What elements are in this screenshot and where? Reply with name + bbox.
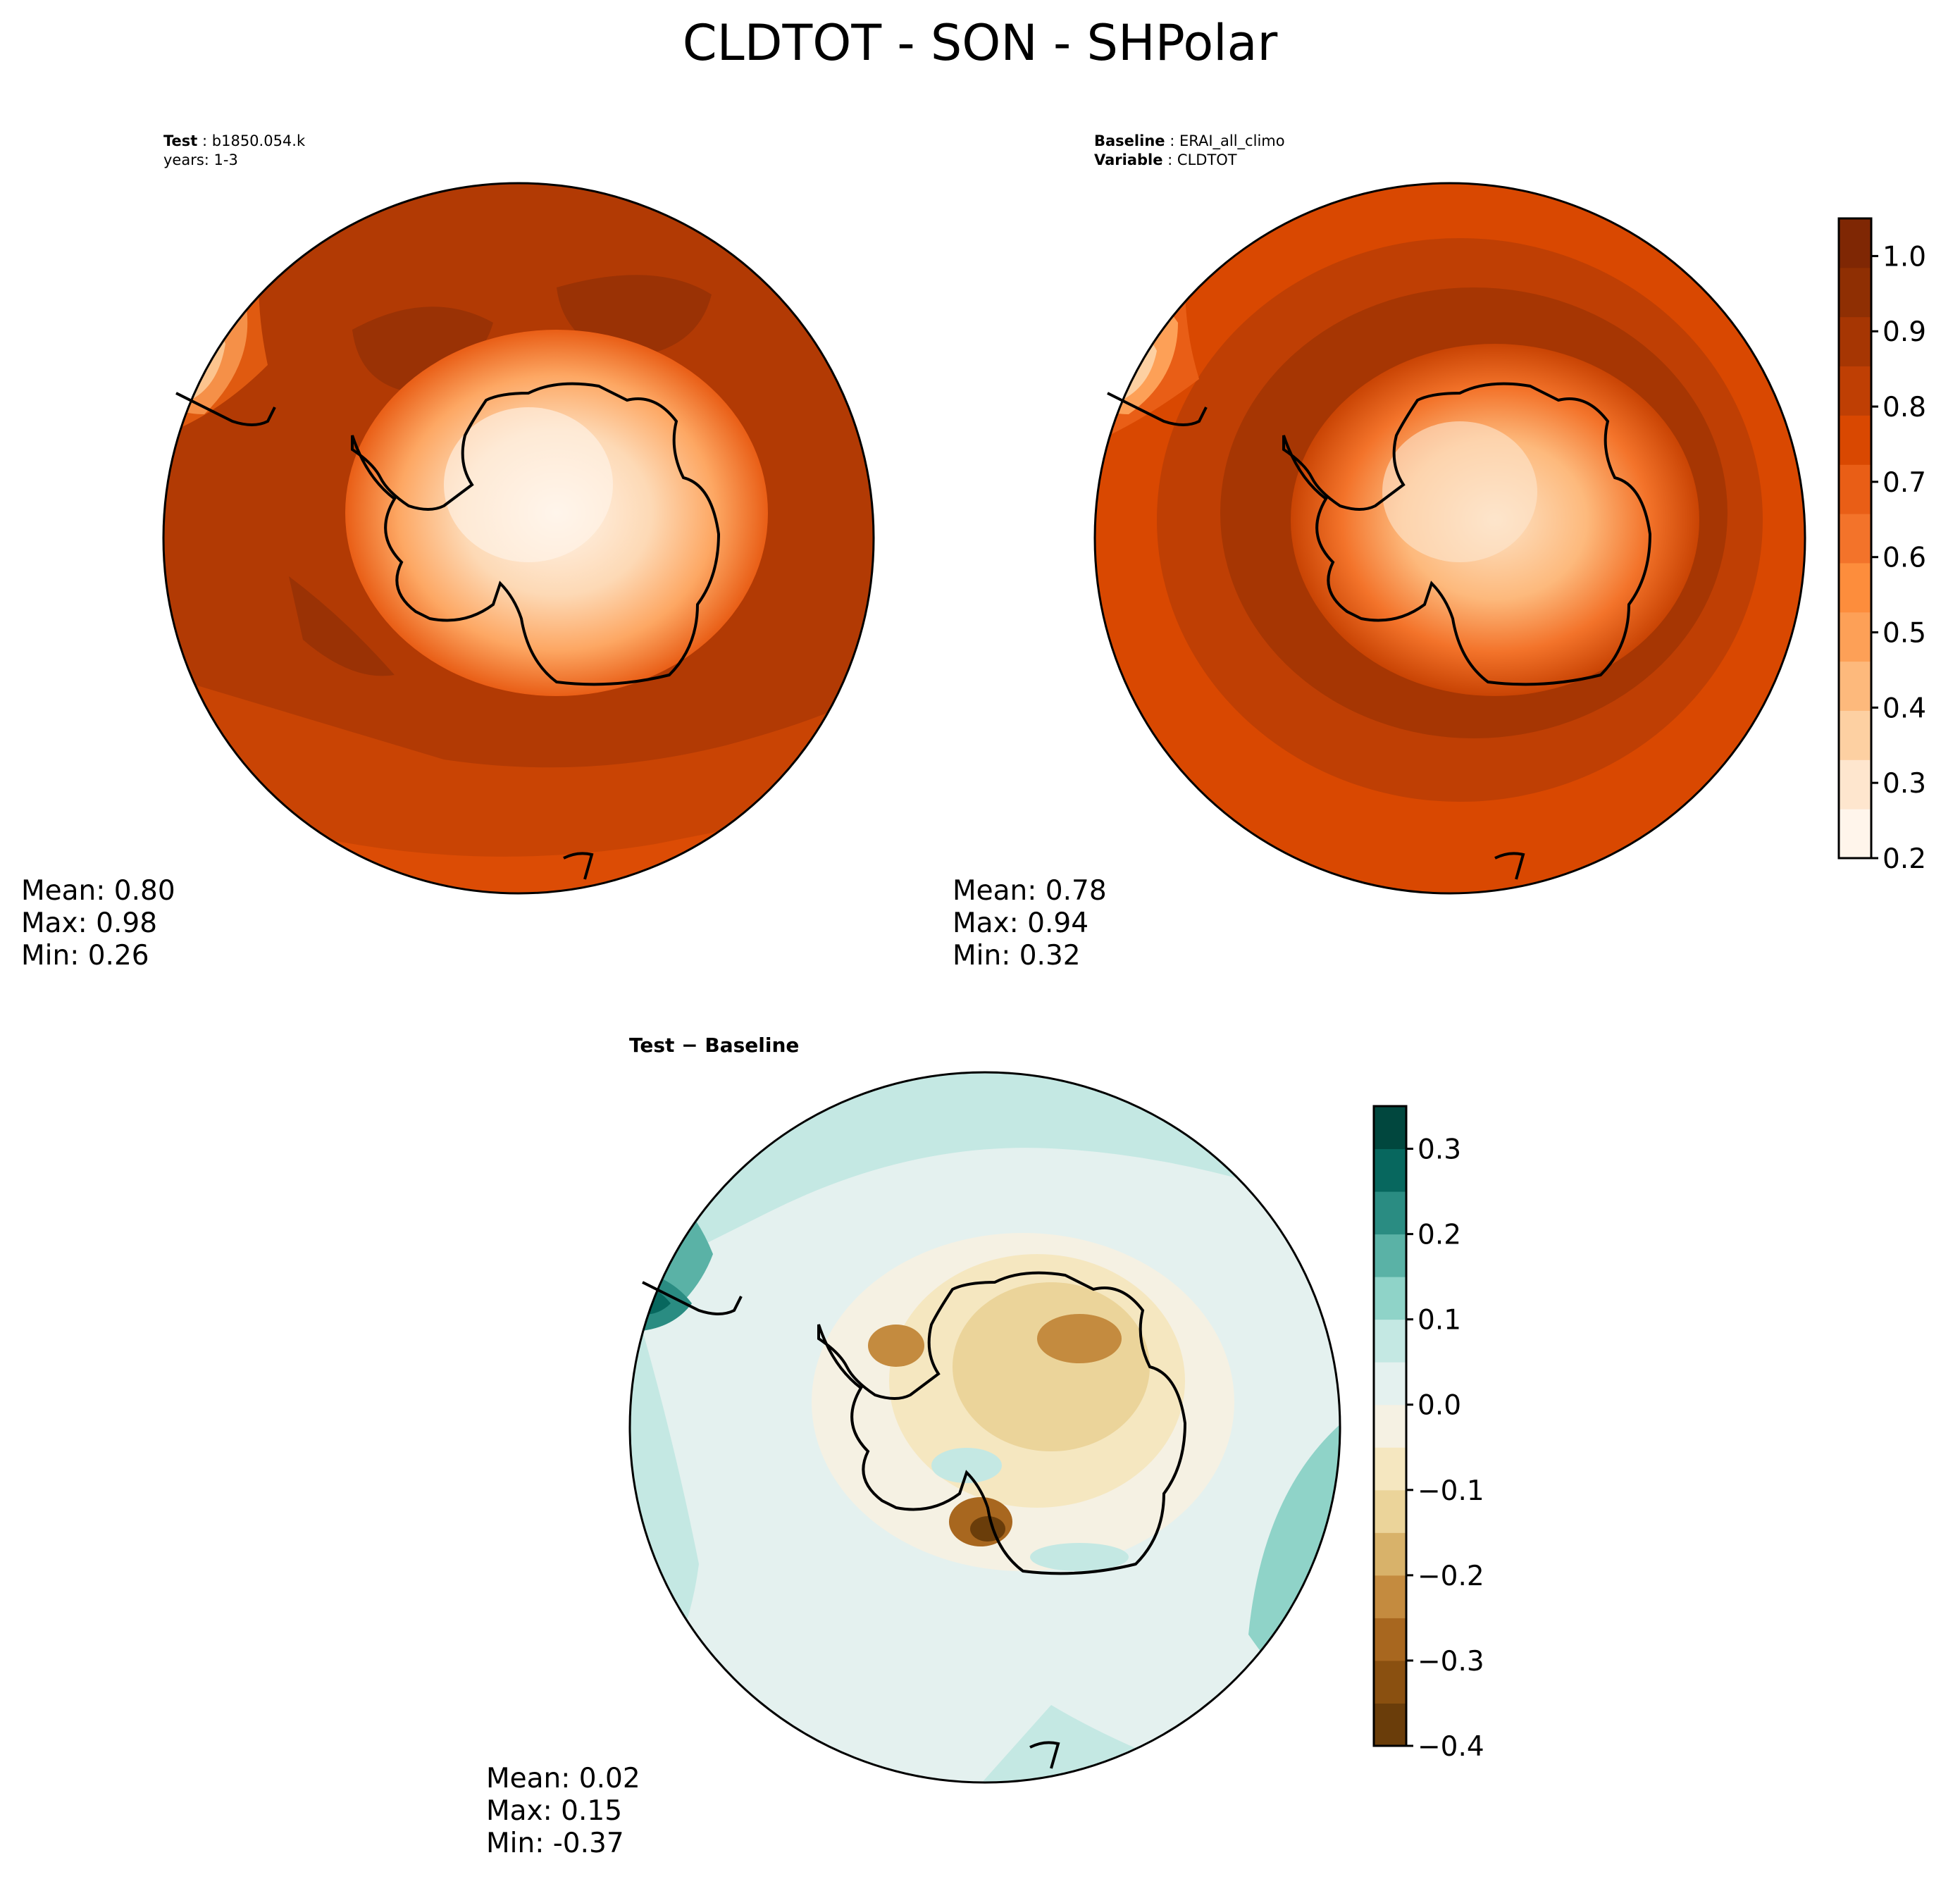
baseline-stats: Mean: 0.78 Max: 0.94 Min: 0.32 xyxy=(953,875,1107,972)
diff-colorbar-tick-label: −0.2 xyxy=(1418,1561,1484,1592)
diff-mean: Mean: 0.02 xyxy=(486,1763,640,1794)
field-colorbar-segment xyxy=(1839,809,1871,859)
field-colorbar-tick-label: 0.6 xyxy=(1883,542,1926,574)
field-colorbar-segment xyxy=(1839,759,1871,810)
baseline-map xyxy=(1093,182,1806,895)
field-colorbar-segment xyxy=(1839,612,1871,662)
diff-colorbar-segment xyxy=(1374,1106,1406,1150)
field-colorbar-segment xyxy=(1839,316,1871,367)
variable-label-key: Variable xyxy=(1094,151,1163,168)
field-colorbar-segment xyxy=(1839,562,1871,613)
test-map xyxy=(162,182,875,895)
diff-colorbar-segment xyxy=(1374,1532,1406,1576)
baseline-mean: Mean: 0.78 xyxy=(953,875,1107,907)
field-colorbar-segment xyxy=(1839,661,1871,711)
diff-panel-label: Test − Baseline xyxy=(629,1034,800,1057)
diff-colorbar-tick-label: 0.1 xyxy=(1418,1305,1461,1337)
field-colorbar-tick-label: 0.9 xyxy=(1883,316,1926,348)
test-label-key: Test xyxy=(163,132,198,149)
diff-colorbar-segment xyxy=(1374,1489,1406,1533)
field-colorbar-segment xyxy=(1839,267,1871,318)
diff-colorbar-segment xyxy=(1374,1234,1406,1277)
baseline-max: Max: 0.94 xyxy=(953,907,1089,939)
test-max: Max: 0.98 xyxy=(21,907,158,939)
diff-colorbar-segment xyxy=(1374,1191,1406,1235)
field-colorbar-tick-label: 0.7 xyxy=(1883,467,1926,499)
diff-colorbar-tick-label: 0.0 xyxy=(1418,1390,1461,1422)
baseline-panel-label: Baseline : ERAI_all_climo Variable : CLD… xyxy=(1094,132,1285,168)
field-colorbar-tick-label: 0.8 xyxy=(1883,392,1926,423)
diff-colorbar-tick-label: −0.3 xyxy=(1418,1646,1484,1678)
diff-colorbar-frame xyxy=(1372,1105,1408,1747)
diff-max: Max: 0.15 xyxy=(486,1795,623,1827)
test-panel-label: Test : b1850.054.k years: 1-3 xyxy=(163,132,306,168)
field-colorbar-segment xyxy=(1839,366,1871,416)
diff-colorbar-segment xyxy=(1374,1319,1406,1363)
field-colorbar-segment xyxy=(1839,218,1871,268)
diff-colorbar-tick-label: −0.1 xyxy=(1418,1475,1484,1507)
diff-stats: Mean: 0.02 Max: 0.15 Min: -0.37 xyxy=(486,1763,640,1860)
diff-colorbar-segment xyxy=(1374,1575,1406,1618)
baseline-label-value: ERAI_all_climo xyxy=(1179,132,1285,149)
diff-colorbar: 0.3 0.2 0.1 0.0 −0.1 −0.2 −0.3 −0.4 xyxy=(1372,1105,1484,1761)
field-colorbar-tick-label: 0.3 xyxy=(1883,768,1926,800)
field-colorbar-tick-label: 0.4 xyxy=(1883,693,1926,724)
diff-min: Min: -0.37 xyxy=(486,1828,624,1859)
variable-label-value: CLDTOT xyxy=(1177,151,1237,168)
diff-colorbar-tick-label: 0.3 xyxy=(1418,1134,1461,1166)
figure-title: CLDTOT - SON - SHPolar xyxy=(682,14,1278,72)
field-colorbar-tick-label: 1.0 xyxy=(1883,241,1926,273)
diff-colorbar-segment xyxy=(1374,1148,1406,1192)
test-label-value: b1850.054.k xyxy=(211,132,306,149)
diff-colorbar-segment xyxy=(1374,1404,1406,1448)
diff-colorbar-segment xyxy=(1374,1362,1406,1406)
diff-colorbar-segment xyxy=(1374,1618,1406,1661)
diff-colorbar-segment xyxy=(1374,1703,1406,1747)
test-years: years: 1-3 xyxy=(163,151,238,168)
baseline-label-key: Baseline xyxy=(1094,132,1165,149)
field-colorbar-segment xyxy=(1839,514,1871,564)
test-stats: Mean: 0.80 Max: 0.98 Min: 0.26 xyxy=(21,875,175,972)
field-colorbar-segment xyxy=(1839,464,1871,514)
field-colorbar-frame xyxy=(1837,217,1873,860)
diff-colorbar-segment xyxy=(1374,1447,1406,1491)
diff-colorbar-segment xyxy=(1374,1660,1406,1704)
field-colorbar-segment xyxy=(1839,415,1871,465)
diff-colorbar-tick-label: 0.2 xyxy=(1418,1220,1461,1251)
field-colorbar-tick-label: 0.5 xyxy=(1883,618,1926,650)
field-colorbar-tick-label: 0.2 xyxy=(1883,843,1926,874)
test-mean: Mean: 0.80 xyxy=(21,875,175,907)
test-min: Min: 0.26 xyxy=(21,940,149,972)
field-colorbar-segment xyxy=(1839,710,1871,760)
diff-colorbar-segment xyxy=(1374,1277,1406,1320)
diff-colorbar-tick-label: −0.4 xyxy=(1418,1731,1484,1761)
field-colorbar: 1.0 0.9 0.8 0.7 0.6 0.5 0.4 0.3 0.2 xyxy=(1837,217,1926,874)
baseline-min: Min: 0.32 xyxy=(953,940,1081,972)
diff-map xyxy=(628,1071,1341,1784)
